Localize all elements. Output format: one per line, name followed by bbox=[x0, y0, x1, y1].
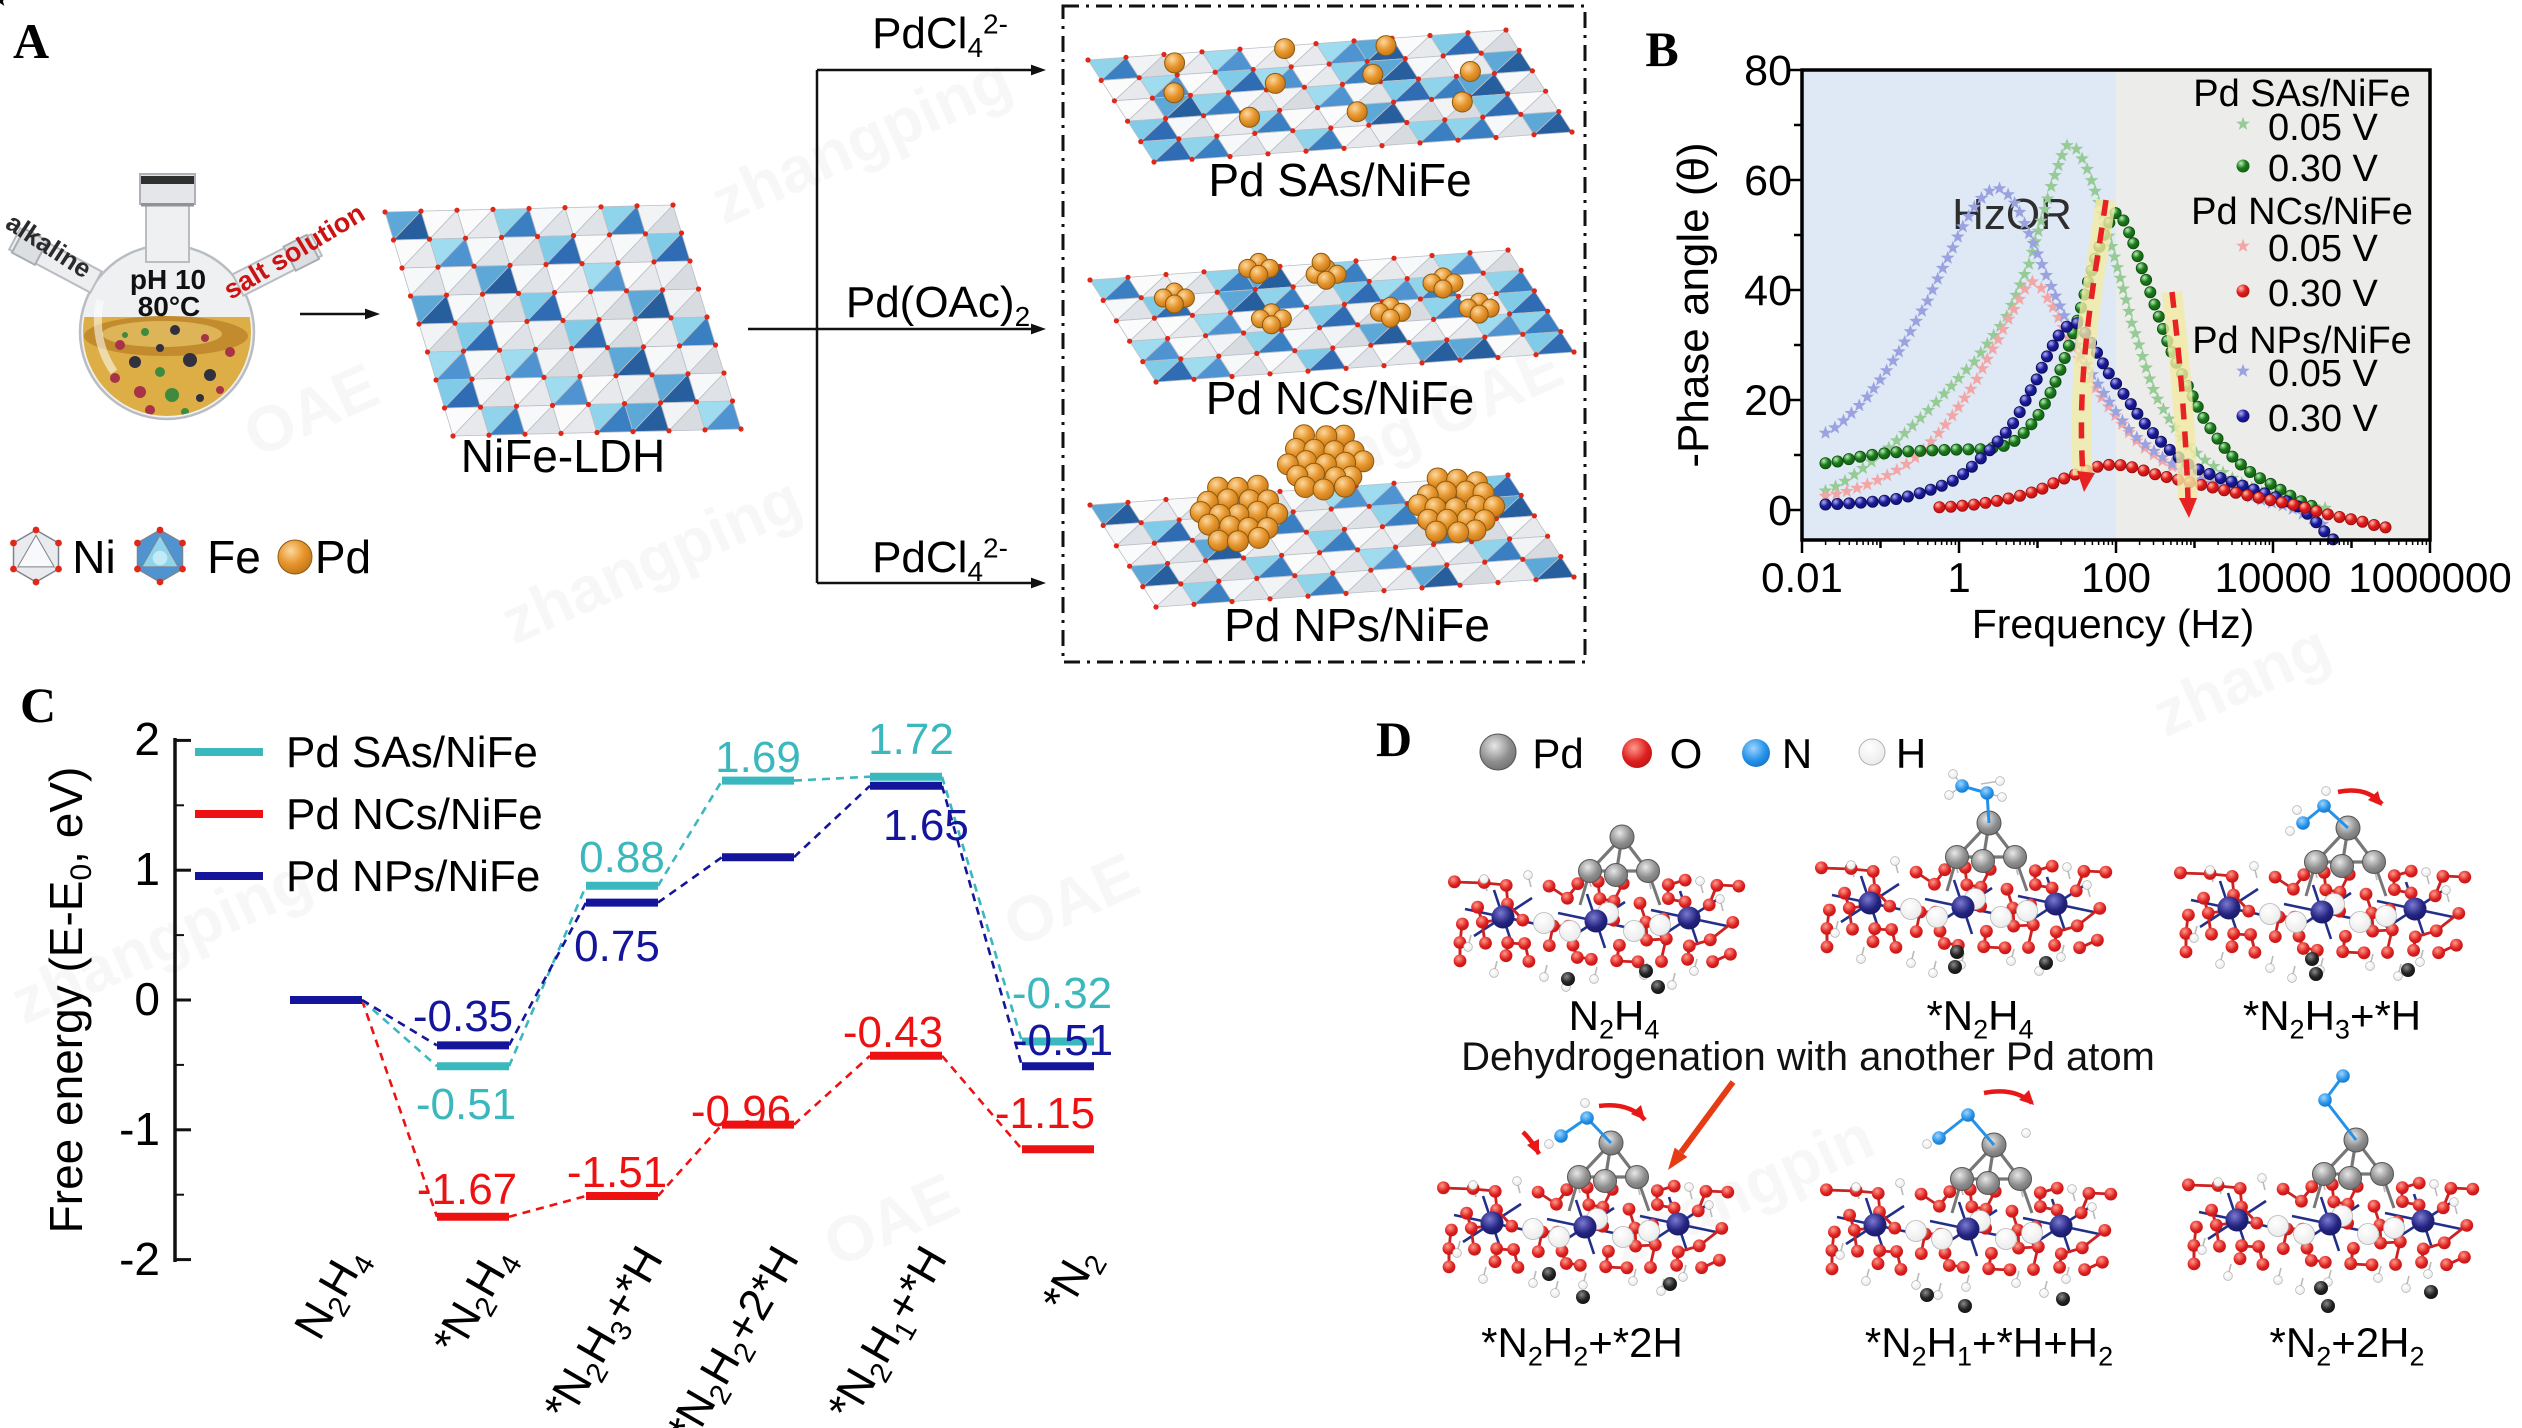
svg-text:-0.51: -0.51 bbox=[416, 1080, 516, 1129]
svg-text:Pd: Pd bbox=[315, 531, 371, 583]
svg-text:-2: -2 bbox=[119, 1233, 160, 1285]
svg-text:-1.51: -1.51 bbox=[567, 1148, 667, 1197]
svg-text:0.75: 0.75 bbox=[574, 922, 660, 971]
svg-text:*N2H3+*H: *N2H3+*H bbox=[2243, 992, 2421, 1044]
svg-text:H: H bbox=[1896, 730, 1926, 777]
svg-text:Pd(OAc)2: Pd(OAc)2 bbox=[846, 278, 1030, 332]
svg-text:N: N bbox=[1782, 730, 1812, 777]
svg-text:Fe: Fe bbox=[207, 531, 261, 583]
svg-text:Pd NCs/NiFe: Pd NCs/NiFe bbox=[2191, 191, 2413, 233]
svg-text:Ni: Ni bbox=[72, 531, 115, 583]
svg-text:-1.15: -1.15 bbox=[995, 1089, 1095, 1138]
svg-text:zhangping: zhangping bbox=[490, 462, 812, 658]
svg-text:-0.96: -0.96 bbox=[691, 1087, 791, 1136]
svg-text:0.88: 0.88 bbox=[579, 833, 665, 882]
svg-text:D: D bbox=[1376, 711, 1412, 767]
svg-text:OAE: OAE bbox=[993, 839, 1149, 961]
svg-text:Pd: Pd bbox=[1532, 730, 1583, 777]
svg-text:0.05 V: 0.05 V bbox=[2268, 228, 2379, 270]
svg-text:-1: -1 bbox=[119, 1103, 160, 1155]
svg-text:80: 80 bbox=[1744, 47, 1792, 95]
svg-text:Dehydrogenation with another P: Dehydrogenation with another Pd atom bbox=[1461, 1035, 2155, 1079]
svg-text:-1.67: -1.67 bbox=[417, 1165, 517, 1214]
svg-text:Pd SAs/NiFe: Pd SAs/NiFe bbox=[2193, 73, 2411, 115]
svg-text:zhangping: zhangping bbox=[700, 42, 1022, 238]
svg-text:-0.32: -0.32 bbox=[1012, 969, 1112, 1018]
svg-text:0.05 V: 0.05 V bbox=[2268, 107, 2379, 149]
svg-text:-0.51: -0.51 bbox=[1013, 1016, 1113, 1065]
svg-text:*N2H3+*H: *N2H3+*H bbox=[533, 1238, 678, 1428]
svg-text:NiFe-LDH: NiFe-LDH bbox=[461, 430, 665, 482]
svg-text:0: 0 bbox=[134, 973, 160, 1025]
svg-text:1: 1 bbox=[134, 843, 160, 895]
svg-text:*N2H4: *N2H4 bbox=[1926, 992, 2033, 1044]
svg-text:0: 0 bbox=[1768, 487, 1792, 535]
svg-text:*N2H1+*H+H2: *N2H1+*H+H2 bbox=[1865, 1319, 2113, 1371]
svg-text:Pd NPs/NiFe: Pd NPs/NiFe bbox=[1224, 599, 1490, 651]
svg-text:Frequency (Hz): Frequency (Hz) bbox=[1972, 601, 2255, 647]
svg-text:20: 20 bbox=[1744, 377, 1792, 425]
svg-text:B: B bbox=[1645, 21, 1678, 77]
svg-text:Pd NPs/NiFe: Pd NPs/NiFe bbox=[2192, 320, 2412, 362]
svg-text:1: 1 bbox=[1947, 554, 1970, 601]
svg-text:N2H4: N2H4 bbox=[1569, 992, 1660, 1044]
svg-text:0.30 V: 0.30 V bbox=[2268, 398, 2379, 440]
svg-text:salt solution: salt solution bbox=[218, 198, 370, 306]
svg-text:A: A bbox=[13, 13, 49, 69]
svg-text:1.69: 1.69 bbox=[715, 733, 801, 782]
svg-text:-0.43: -0.43 bbox=[843, 1008, 943, 1057]
svg-text:PdCl42-: PdCl42- bbox=[872, 9, 1008, 63]
svg-text:10000: 10000 bbox=[2215, 554, 2332, 601]
svg-text:O: O bbox=[1670, 730, 1703, 777]
svg-text:pH 10: pH 10 bbox=[130, 264, 206, 295]
svg-text:*N2+2H2: *N2+2H2 bbox=[2270, 1319, 2425, 1371]
svg-text:*N2H2+*2H: *N2H2+*2H bbox=[1481, 1319, 1683, 1371]
svg-text:*N2H2+2*H: *N2H2+2*H bbox=[656, 1238, 813, 1428]
svg-text:0.01: 0.01 bbox=[1761, 554, 1843, 601]
svg-text:*N2H4: *N2H4 bbox=[422, 1238, 529, 1366]
svg-text:-Phase angle (θ): -Phase angle (θ) bbox=[1669, 142, 1718, 467]
svg-text:1.65: 1.65 bbox=[883, 801, 969, 850]
svg-text:Pd SAs/NiFe: Pd SAs/NiFe bbox=[1208, 154, 1471, 206]
svg-text:0.30 V: 0.30 V bbox=[2268, 148, 2379, 190]
svg-text:C: C bbox=[20, 677, 56, 733]
svg-text:80°C: 80°C bbox=[138, 291, 201, 322]
svg-text:OAE: OAE bbox=[233, 349, 389, 471]
svg-text:-0.35: -0.35 bbox=[413, 992, 513, 1041]
svg-text:PdCl42-: PdCl42- bbox=[872, 533, 1008, 587]
svg-text:Free energy (E-E0, eV): Free energy (E-E0, eV) bbox=[40, 767, 98, 1234]
svg-text:Pd SAs/NiFe: Pd SAs/NiFe bbox=[286, 728, 538, 777]
svg-text:*N2: *N2 bbox=[1031, 1238, 1113, 1324]
svg-text:1.72: 1.72 bbox=[868, 715, 954, 764]
svg-text:40: 40 bbox=[1744, 267, 1792, 315]
svg-text:60: 60 bbox=[1744, 157, 1792, 205]
svg-text:2: 2 bbox=[134, 713, 160, 765]
svg-text:100: 100 bbox=[2081, 554, 2151, 601]
svg-text:Pd NCs/NiFe: Pd NCs/NiFe bbox=[286, 790, 543, 839]
svg-text:0.05 V: 0.05 V bbox=[2268, 353, 2379, 395]
svg-text:0.30 V: 0.30 V bbox=[2268, 273, 2379, 315]
svg-text:1000000: 1000000 bbox=[2348, 554, 2512, 601]
svg-text:N2H4: N2H4 bbox=[284, 1238, 382, 1351]
svg-text:Pd NPs/NiFe: Pd NPs/NiFe bbox=[286, 852, 540, 901]
svg-text:Pd NCs/NiFe: Pd NCs/NiFe bbox=[1206, 372, 1474, 424]
